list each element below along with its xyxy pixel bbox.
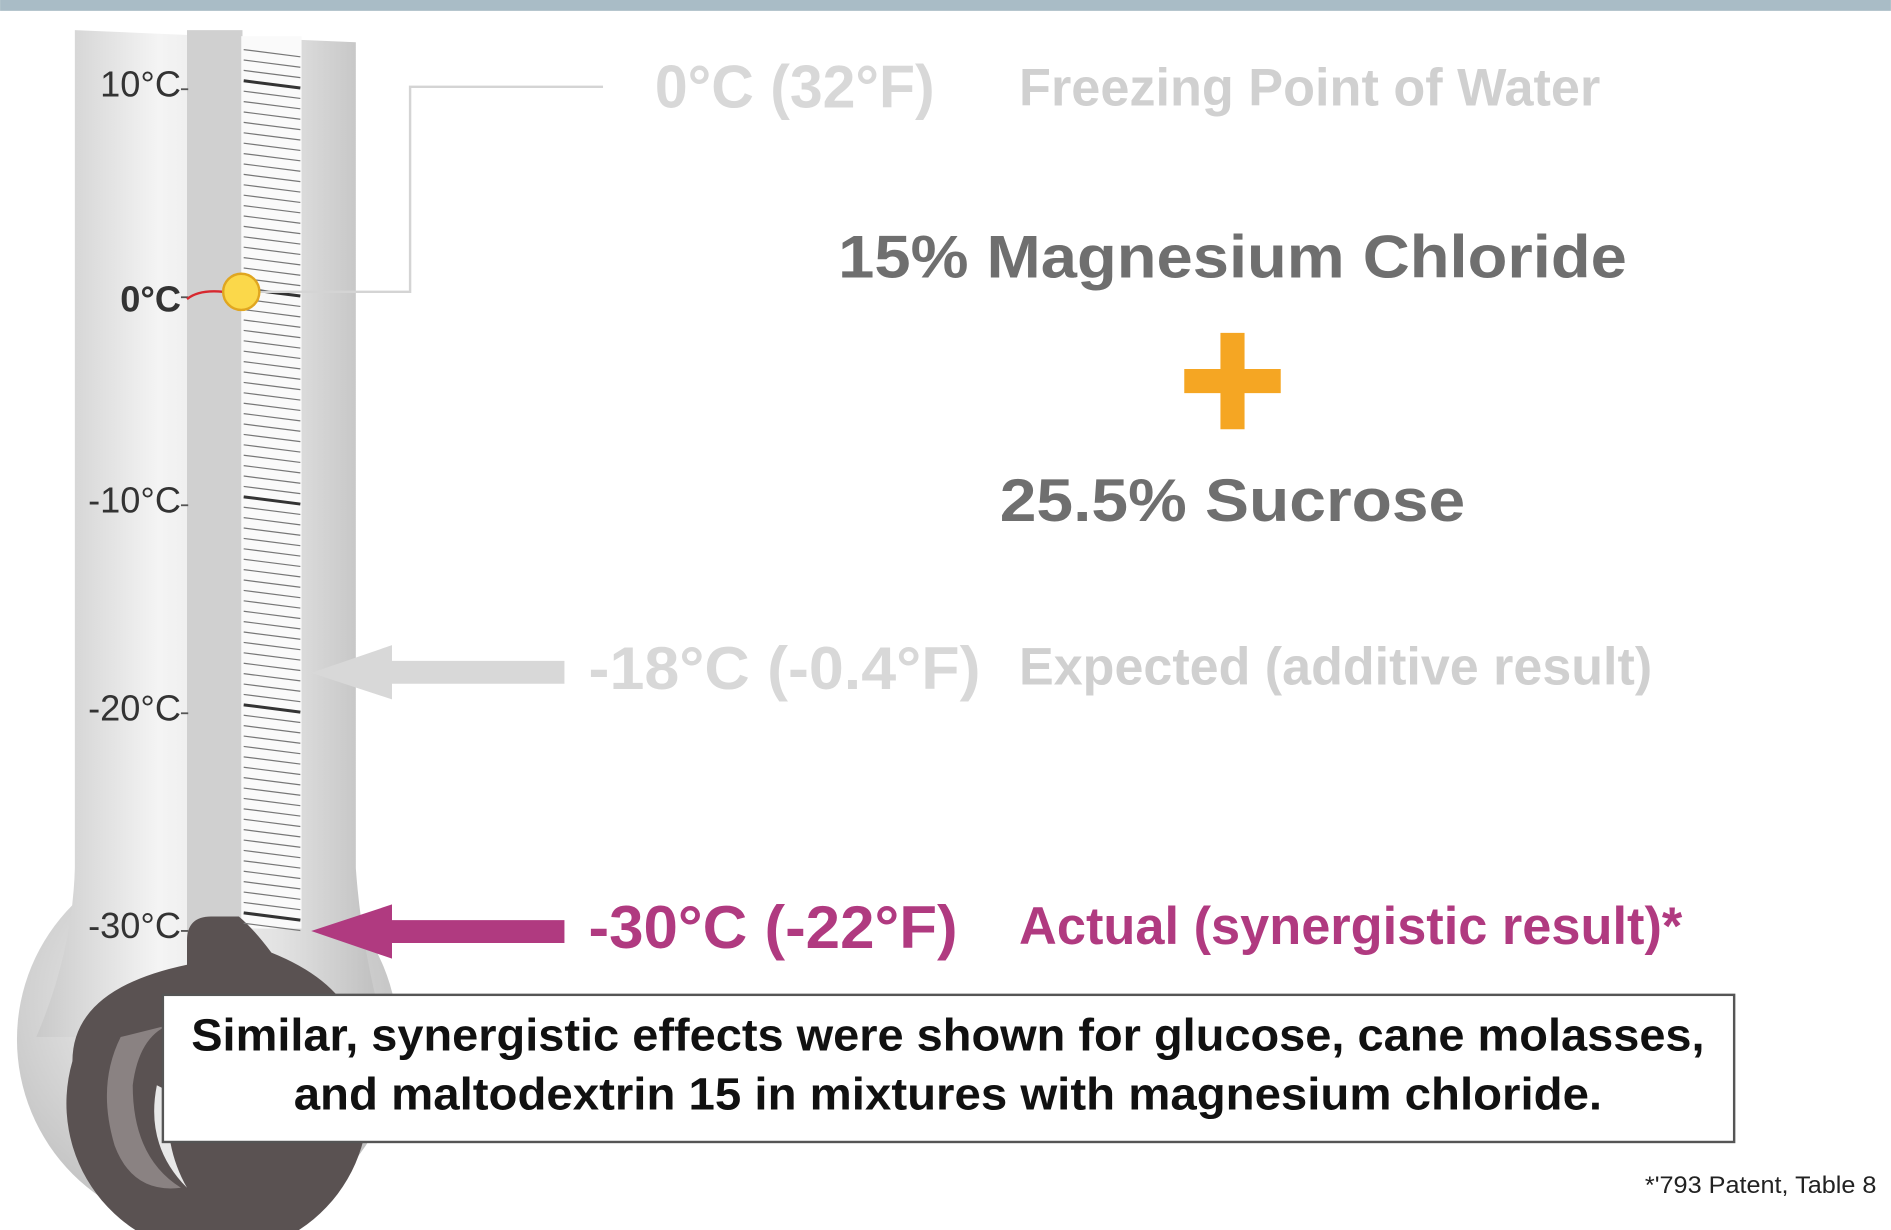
- expected-label: Expected (additive result): [1019, 637, 1652, 696]
- scale-label: -20°C: [88, 687, 181, 728]
- infographic: 10°C 0°C -10°C -20°C -30°C 0°C (32°F) Freezi…: [0, 0, 1891, 1230]
- freezing-marker: [223, 274, 259, 310]
- actual-label: Actual (synergistic result)*: [1019, 897, 1683, 956]
- actual-temp: -30°C (-22°F): [589, 893, 958, 961]
- freezing-label: Freezing Point of Water: [1019, 59, 1600, 118]
- note-line: and maltodextrin 15 in mixtures with mag…: [294, 1068, 1602, 1119]
- footnote: *'793 Patent, Table 8: [1645, 1172, 1877, 1199]
- freezing-temp: 0°C (32°F): [655, 53, 935, 121]
- scale-label: 0°C: [120, 279, 181, 320]
- scale-label: 10°C: [100, 63, 181, 104]
- expected-temp: -18°C (-0.4°F): [589, 634, 981, 702]
- top-bar: [0, 0, 1891, 11]
- component: 15% Magnesium Chloride: [838, 223, 1627, 291]
- scale-label: -30°C: [88, 905, 181, 946]
- note-line: Similar, synergistic effects were shown …: [191, 1009, 1704, 1060]
- scale-label: -10°C: [88, 479, 181, 520]
- component: 25.5% Sucrose: [1000, 466, 1465, 534]
- plus-sign: [1184, 333, 1280, 429]
- page: 10°C 0°C -10°C -20°C -30°C 0°C (32°F) Freezi…: [0, 0, 1891, 1230]
